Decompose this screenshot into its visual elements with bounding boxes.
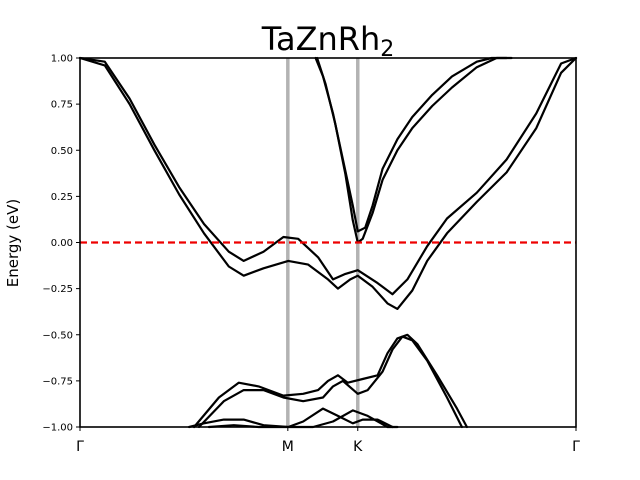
band-line-5 <box>193 333 468 429</box>
y-tick-label: 0.00 <box>51 238 73 249</box>
y-axis-title: Energy (eV) <box>4 199 22 287</box>
y-tick-label: 0.75 <box>51 100 73 111</box>
band-line-7 <box>188 407 394 429</box>
y-tick-label: −1.00 <box>42 423 73 434</box>
y-tick-label: −0.25 <box>42 284 73 295</box>
band-line-3 <box>314 56 508 233</box>
band-line-8 <box>207 409 399 429</box>
chart-title-subscript: 2 <box>380 37 394 62</box>
band-line-1 <box>78 56 578 296</box>
band-line-6 <box>197 335 463 429</box>
chart-title-main: TaZnRh <box>261 20 381 58</box>
x-tick-label: K <box>353 439 363 455</box>
x-tick-label: Γ <box>572 439 580 455</box>
y-tick-label: 0.25 <box>51 192 73 203</box>
y-tick-label: −0.50 <box>42 330 73 341</box>
x-tick-label: M <box>282 439 294 455</box>
x-tick-label: Γ <box>76 439 84 455</box>
chart-title: TaZnRh2 <box>261 20 395 62</box>
y-tick-label: 1.00 <box>51 54 73 65</box>
band-line-4 <box>316 56 513 244</box>
axis-ticks: 1.00 0.75 0.50 0.25 0.00 −0.25 −0.50 −0.75 −1.00… <box>42 54 580 456</box>
band-line-2 <box>78 56 578 310</box>
y-tick-label: 0.50 <box>51 146 73 157</box>
plot-area <box>78 56 578 429</box>
plot-frame <box>79 57 577 428</box>
y-tick-label: −0.75 <box>42 376 73 387</box>
